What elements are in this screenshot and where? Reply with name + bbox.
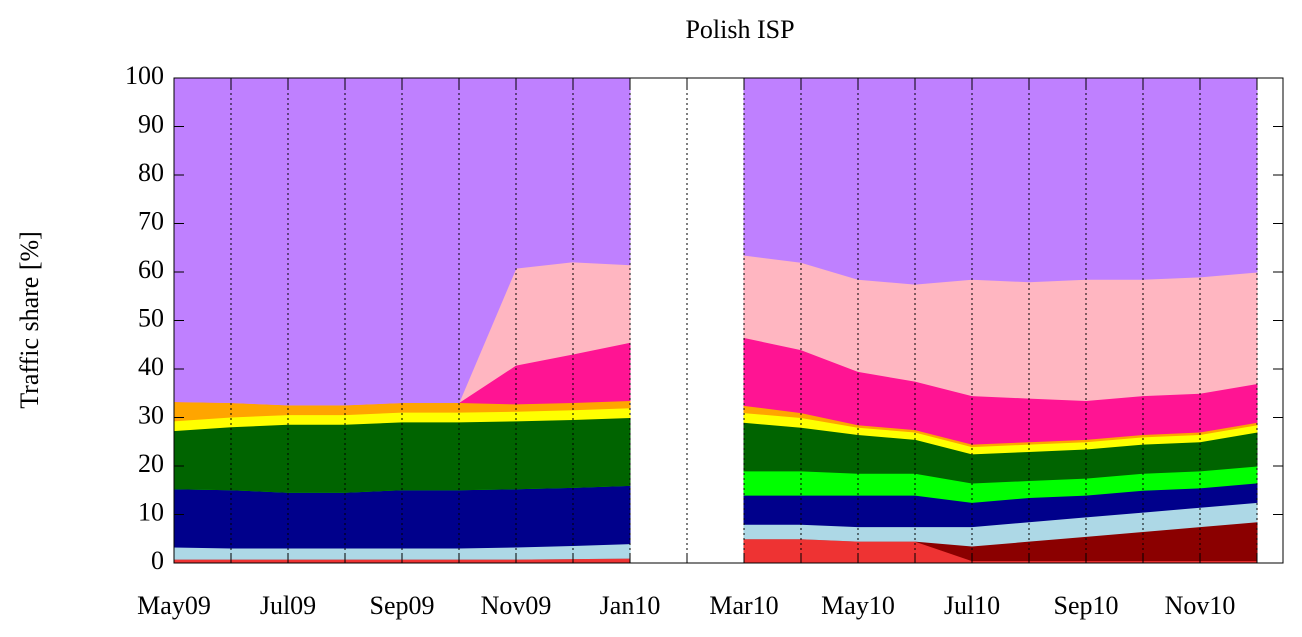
y-axis-label: Traffic share [%] <box>15 231 44 409</box>
plot-frame <box>173 77 1284 564</box>
x-tick-label: May10 <box>821 591 895 620</box>
x-tick-label: Jan10 <box>600 591 661 620</box>
y-tick-label: 10 <box>138 497 164 526</box>
x-tick-label: Mar10 <box>709 591 778 620</box>
x-tick-label: Jul10 <box>944 591 1000 620</box>
y-tick-label: 20 <box>138 449 164 478</box>
y-tick-label: 90 <box>138 109 164 138</box>
y-tick-label: 100 <box>125 61 164 90</box>
x-tick-label: Sep10 <box>1054 591 1119 620</box>
x-tick-label: Nov09 <box>481 591 552 620</box>
y-tick-label: 60 <box>138 255 164 284</box>
x-tick-label: Nov10 <box>1165 591 1236 620</box>
x-tick-label: May09 <box>137 591 211 620</box>
plot-area <box>173 77 1258 564</box>
area <box>743 77 1258 285</box>
x-tick-label: Jul09 <box>260 591 316 620</box>
chart-title: Polish ISP <box>685 15 794 44</box>
y-tick-label: 40 <box>138 352 164 381</box>
y-tick-label: 30 <box>138 400 164 429</box>
y-tick-label: 80 <box>138 158 164 187</box>
y-tick-label: 0 <box>151 546 164 575</box>
x-tick-label: Sep09 <box>370 591 435 620</box>
y-tick-label: 70 <box>138 206 164 235</box>
y-tick-label: 50 <box>138 303 164 332</box>
